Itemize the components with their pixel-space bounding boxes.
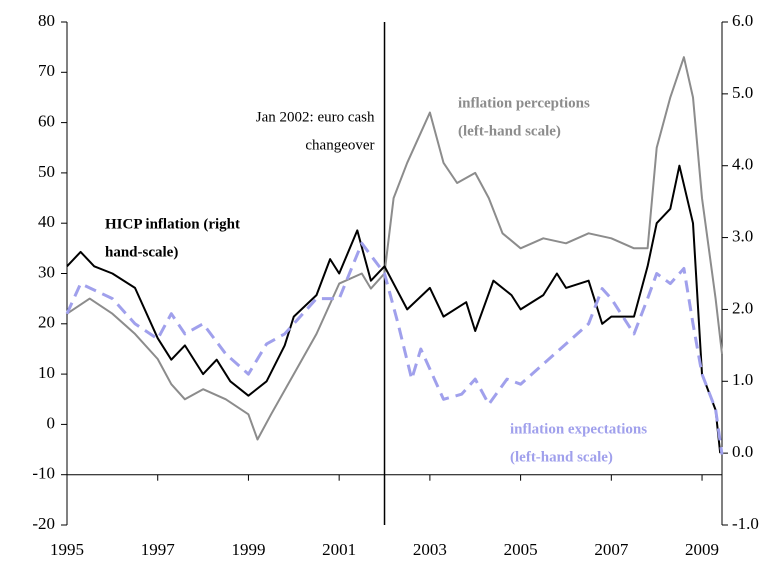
series-label: inflation expectations — [510, 421, 647, 437]
series-label: HICP inflation (right — [105, 216, 240, 232]
series-line — [66, 56, 723, 441]
y-tick-label: -10 — [32, 464, 55, 483]
series-label: (left-hand scale) — [510, 449, 613, 465]
y-tick-label: -20 — [32, 514, 55, 533]
y-tick-label: 20 — [38, 313, 55, 332]
series-line — [66, 164, 722, 454]
x-tick-label: 2007 — [594, 540, 629, 559]
x-tick-label: 2009 — [685, 540, 719, 559]
y-tick-label: 10 — [38, 363, 55, 382]
x-tick-label: 1995 — [50, 540, 84, 559]
changeover-annotation: Jan 2002: euro cash — [256, 109, 375, 125]
changeover-annotation: changeover — [305, 137, 374, 153]
x-tick-label: 1999 — [231, 540, 265, 559]
y-tick-label: 40 — [38, 212, 55, 231]
y2-tick-label: 1.0 — [732, 370, 753, 389]
y2-tick-label: 4.0 — [732, 155, 753, 174]
y2-tick-label: 3.0 — [732, 226, 753, 245]
y-tick-label: 0 — [47, 413, 56, 432]
x-tick-label: 2003 — [413, 540, 447, 559]
y-tick-label: 50 — [38, 162, 55, 181]
y2-tick-label: 0.0 — [732, 442, 753, 461]
y2-tick-label: 5.0 — [732, 83, 753, 102]
x-tick-label: 1997 — [141, 540, 176, 559]
series-line — [65, 241, 724, 455]
series-label: hand-scale) — [105, 244, 178, 260]
y-tick-label: 30 — [38, 262, 55, 281]
x-tick-label: 2005 — [504, 540, 538, 559]
y2-tick-label: 6.0 — [732, 11, 753, 30]
series-label: inflation perceptions — [458, 95, 590, 111]
x-tick-label: 2001 — [322, 540, 356, 559]
y-tick-label: 70 — [38, 61, 55, 80]
series-label: (left-hand scale) — [458, 123, 561, 139]
y-tick-label: 80 — [38, 11, 55, 30]
y2-tick-label: 2.0 — [732, 298, 753, 317]
y-tick-label: 60 — [38, 112, 55, 131]
y2-tick-label: -1.0 — [732, 514, 759, 533]
